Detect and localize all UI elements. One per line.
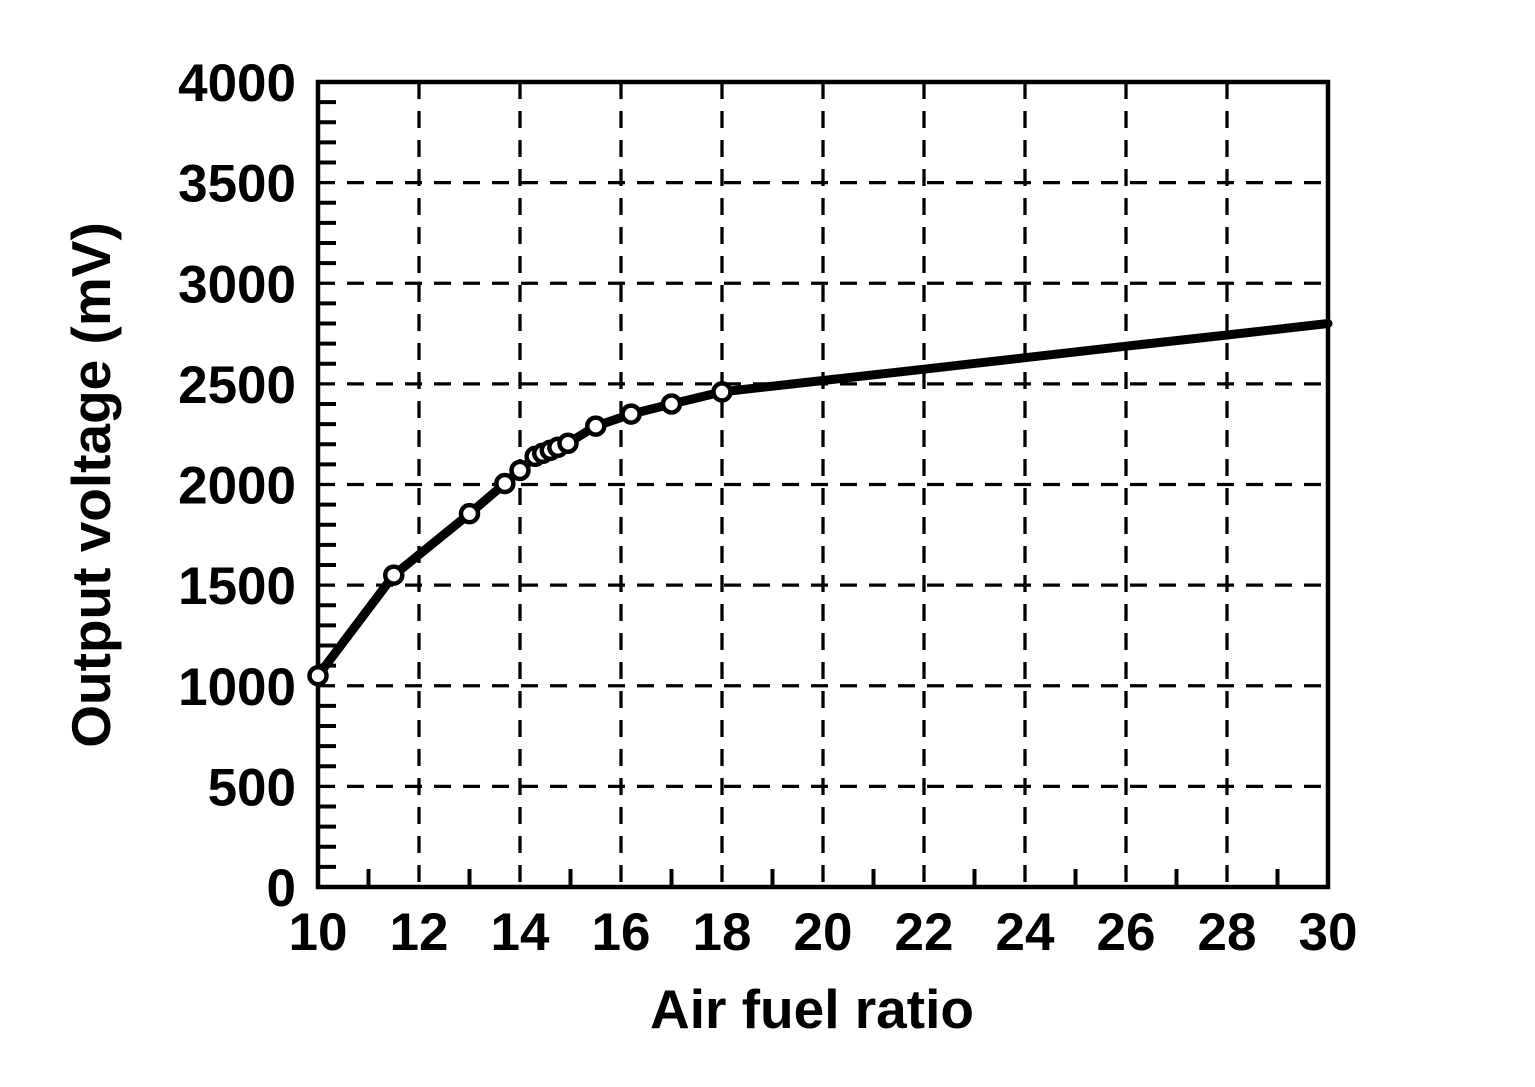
- y-tick-labels: 0 500 1000 1500 2000 2500 3000 3500 4000: [178, 54, 296, 918]
- y-tick-label: 3000: [178, 255, 296, 314]
- data-point-marker: [557, 432, 579, 454]
- x-tick-label: 28: [1198, 903, 1257, 962]
- x-tick-label: 20: [794, 903, 853, 962]
- gridlines: [318, 82, 1328, 887]
- data-point-marker: [620, 403, 642, 425]
- x-tick-label: 30: [1299, 903, 1358, 962]
- x-tick-label: 16: [592, 903, 651, 962]
- x-tick-label: 10: [289, 903, 348, 962]
- x-tick-label: 18: [693, 903, 752, 962]
- x-tick-label: 12: [390, 903, 449, 962]
- x-tick-label: 14: [491, 903, 550, 962]
- data-point-marker: [383, 564, 405, 586]
- plot-frame: [315, 79, 1331, 890]
- data-point-marker: [585, 415, 607, 437]
- y-tick-label: 2000: [178, 457, 296, 516]
- data-point-marker: [509, 459, 531, 482]
- y-tick-label: 2500: [178, 356, 296, 415]
- y-tick-label: 1000: [178, 658, 296, 717]
- y-tick-label: 0: [267, 859, 296, 918]
- x-tick-label: 26: [1097, 903, 1156, 962]
- y-tick-label: 4000: [178, 54, 296, 113]
- x-axis-title: Air fuel ratio: [650, 978, 974, 1040]
- data-point-markers: [307, 381, 733, 687]
- x-tick-label: 22: [895, 903, 954, 962]
- x-tick-label: 24: [996, 903, 1055, 962]
- y-tick-label: 1500: [178, 557, 296, 616]
- data-point-marker: [494, 472, 516, 495]
- data-point-marker: [660, 393, 683, 415]
- y-tick-label: 3500: [178, 155, 296, 214]
- y-tick-label: 500: [208, 758, 296, 817]
- data-point-marker: [711, 381, 733, 403]
- y-axis-title: Output voltage (mV): [60, 222, 122, 748]
- minor-ticks: [318, 100, 1280, 887]
- data-point-marker: [458, 502, 481, 525]
- x-tick-labels: 10 12 14 16 18 20 22 24 26 28 30: [289, 903, 1358, 962]
- data-point-marker: [307, 664, 329, 687]
